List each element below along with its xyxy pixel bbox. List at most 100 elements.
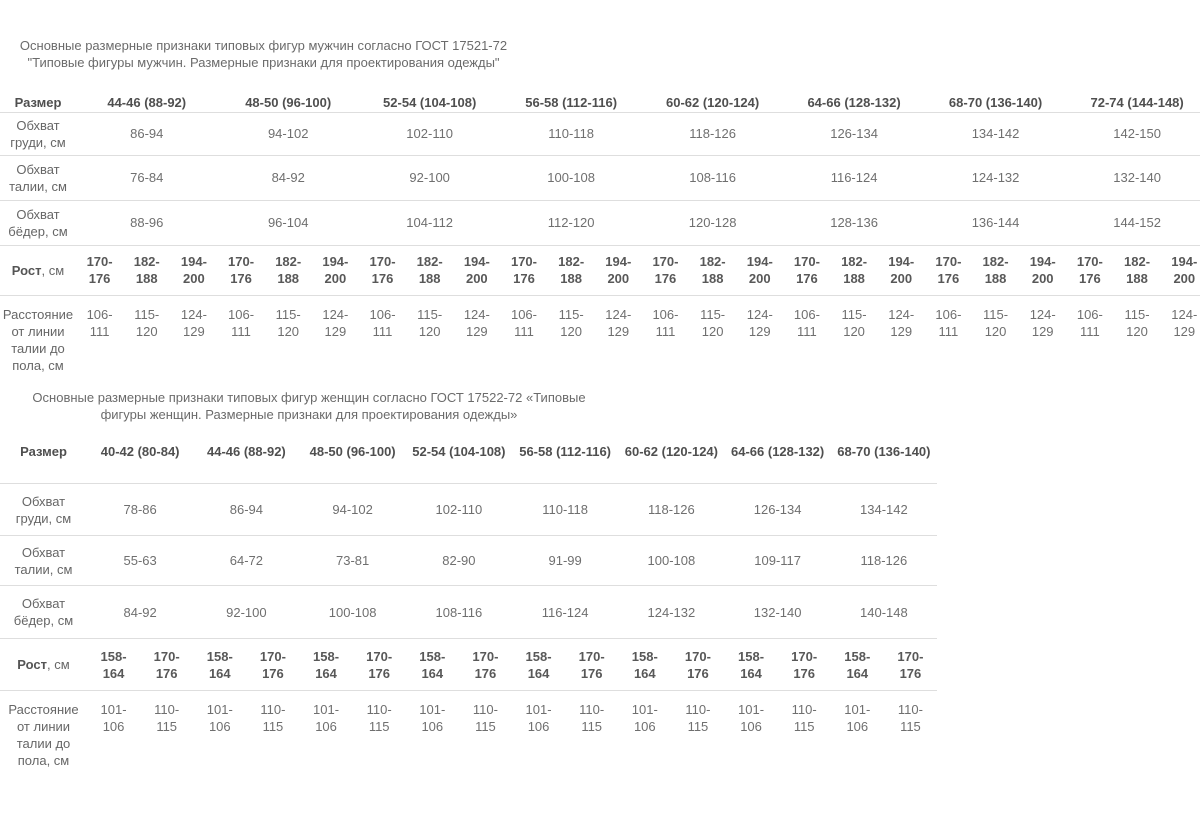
range-bottom: 200 (324, 271, 347, 286)
men-height-value-6-2: 194- 200 (1019, 244, 1067, 295)
range-bottom: 200 (607, 271, 630, 286)
range-bottom: 106 (846, 719, 869, 734)
men-measure-value-0-1: 94-102 (217, 111, 359, 155)
men-size-header-3: 56-58 (112-116) (525, 95, 618, 110)
men-measure-value-1-3: 100-108 (500, 154, 642, 200)
range-bottom: 188 (984, 271, 1007, 286)
range-top: 115- (700, 306, 726, 322)
measure-label: Обхват талии, см (0, 535, 87, 586)
range-bottom: 115 (793, 719, 815, 734)
women-measure-value-2-2: 100-108 (299, 585, 406, 639)
range-bottom: 176 (513, 271, 535, 286)
range-bottom: 120 (277, 323, 300, 339)
women-distance-value-5-0: 101- 106 (618, 690, 672, 781)
women-distance-value-0-1: 110- 115 (140, 690, 194, 781)
men-measure-value-1-6: 124-132 (924, 154, 1067, 200)
women-height-value-0-0: 158- 164 (87, 638, 141, 691)
range-top: 110- (154, 702, 180, 717)
men-measure-value-0-0: 86-94 (76, 111, 218, 155)
range-top: 170- (935, 254, 962, 269)
range-top: 101- (844, 702, 871, 717)
range-bottom: 106 (421, 719, 444, 734)
range-bottom: 188 (560, 271, 582, 286)
range-top: 101- (206, 702, 233, 717)
men-measure-row-0: Обхват груди, см 86-94 94-102 102-110 110-11… (0, 111, 1200, 155)
women-header-row: Размер 40-42 (80-84) 44-46 (88-92) 48-50 (9… (0, 437, 937, 484)
range-bottom: 115 (900, 719, 921, 734)
range-bottom: 176 (580, 665, 603, 681)
men-height-value-3-1: 182- 188 (547, 244, 595, 295)
range-bottom: 129 (1031, 323, 1054, 339)
measure-label: Обхват груди, см (0, 483, 87, 536)
range-bottom: 164 (208, 665, 231, 681)
men-measure-value-1-1: 84-92 (217, 154, 359, 200)
size-header-label: Размер (20, 443, 67, 459)
range-bottom: 106 (527, 719, 550, 734)
range-bottom: 176 (654, 271, 677, 286)
range-bottom: 115 (687, 719, 709, 734)
women-height-value-6-0: 158- 164 (724, 638, 778, 691)
women-distance-value-1-0: 101- 106 (193, 690, 247, 781)
range-bottom: 106 (315, 719, 337, 734)
women-measure-value-0-2: 94-102 (299, 483, 406, 536)
women-measure-value-1-5: 100-108 (618, 535, 725, 586)
range-bottom: 164 (527, 665, 550, 681)
men-measure-value-0-6: 134-142 (924, 111, 1067, 155)
men-distance-value-2-0: 106- 111 (358, 294, 407, 374)
women-distance-value-3-1: 110- 115 (458, 690, 512, 781)
range-top: 170- (228, 254, 255, 269)
range-bottom: 106 (633, 719, 656, 734)
height-label: Рост, см (0, 638, 87, 691)
men-distance-value-0-2: 124- 129 (170, 294, 218, 374)
men-distance-value-7-1: 115- 120 (1113, 294, 1161, 374)
range-top: 101- (313, 702, 340, 717)
range-top: 110- (472, 702, 498, 717)
range-bottom: 120 (843, 323, 865, 339)
range-bottom: 200 (1031, 271, 1054, 286)
men-height-value-1-2: 194- 200 (311, 244, 359, 295)
men-measure-value-2-3: 112-120 (500, 199, 642, 245)
women-size-header-0: 40-42 (80-84) (100, 443, 180, 459)
women-measure-value-1-6: 109-117 (724, 535, 831, 586)
range-top: 182- (1124, 254, 1151, 269)
women-measure-value-1-3: 82-90 (405, 535, 512, 586)
men-distance-value-4-1: 115- 120 (689, 294, 737, 374)
women-measure-value-0-7: 134-142 (830, 483, 937, 536)
women-height-row: Рост, см 158- 164 170- 176 158- 164 170- 176 158-… (0, 638, 937, 691)
women-height-value-4-1: 170- 176 (565, 638, 619, 691)
men-measure-value-0-5: 126-134 (783, 111, 925, 155)
range-top: 170- (472, 648, 499, 664)
men-distance-value-5-0: 106- 111 (783, 294, 831, 374)
range-bottom: 129 (748, 323, 771, 339)
range-top: 194- (888, 254, 915, 269)
range-bottom: 111 (655, 323, 676, 339)
range-top: 106- (935, 306, 962, 322)
men-distance-value-5-2: 124- 129 (877, 294, 925, 374)
range-bottom: 115 (581, 719, 603, 734)
range-top: 170- (366, 648, 393, 664)
men-measure-value-2-0: 88-96 (76, 199, 218, 245)
range-top: 158- (738, 648, 765, 664)
men-measure-value-2-4: 120-128 (641, 199, 784, 245)
range-bottom: 188 (418, 271, 441, 286)
range-top: 170- (369, 254, 396, 269)
range-top: 124- (463, 306, 490, 322)
height-label: Рост, см (0, 244, 76, 295)
men-height-value-5-2: 194- 200 (877, 244, 925, 295)
range-top: 106- (86, 306, 113, 322)
women-measure-value-2-3: 108-116 (405, 585, 512, 639)
range-bottom: 129 (607, 323, 630, 339)
range-top: 115- (558, 306, 584, 322)
range-bottom: 106 (208, 719, 231, 734)
women-measure-value-2-4: 116-124 (512, 585, 619, 639)
range-bottom: 111 (514, 323, 534, 339)
men-height-value-4-2: 194- 200 (736, 244, 784, 295)
women-distance-value-1-1: 110- 115 (246, 690, 300, 781)
range-top: 170- (791, 648, 818, 664)
men-distance-value-3-2: 124- 129 (594, 294, 642, 374)
range-top: 170- (652, 254, 679, 269)
range-top: 124- (888, 306, 915, 322)
range-bottom: 115 (262, 719, 284, 734)
men-distance-value-4-0: 106- 111 (641, 294, 690, 374)
range-top: 106- (793, 306, 820, 322)
